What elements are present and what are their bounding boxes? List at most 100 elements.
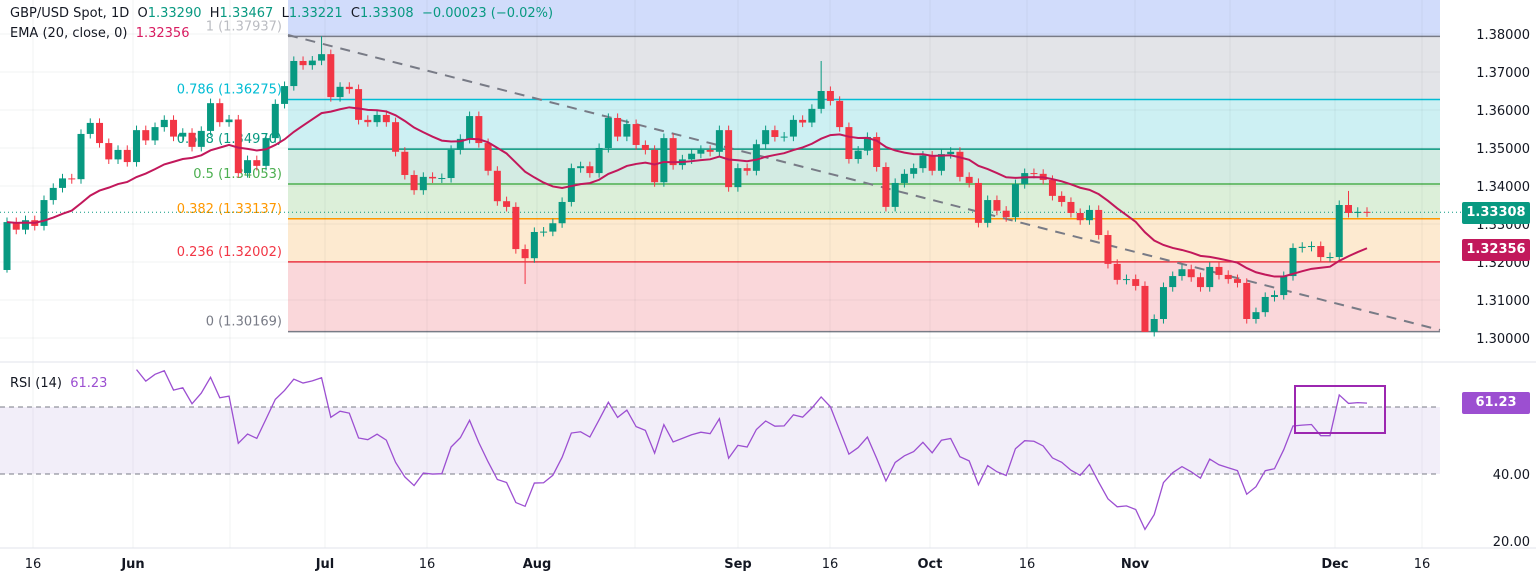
candle-body (836, 100, 844, 128)
candle (40, 195, 48, 231)
candle-body (1224, 274, 1232, 280)
candle-body (1104, 235, 1112, 264)
candle-body (688, 153, 696, 160)
candle (641, 140, 649, 155)
candle (910, 163, 918, 179)
candle (59, 173, 67, 193)
candle (734, 163, 742, 192)
trendline[interactable] (0, 34, 1462, 331)
candle-body (715, 130, 723, 152)
candle (77, 129, 85, 184)
candle-body (752, 144, 760, 171)
candle-body (484, 143, 492, 171)
candle-body (1196, 277, 1204, 288)
candle (1335, 200, 1343, 262)
candle-body (956, 151, 964, 177)
candle (752, 139, 760, 176)
candle (1132, 274, 1140, 291)
price-tick-label: 1.35000 (1476, 142, 1530, 157)
candle-body (466, 116, 474, 139)
candle-body (1233, 279, 1241, 283)
candle (1224, 270, 1232, 284)
rsi-line (136, 369, 1368, 531)
candle (512, 202, 520, 254)
candle (1002, 206, 1010, 222)
candle (586, 161, 594, 178)
candle-body (1141, 285, 1149, 332)
candle-body (503, 201, 511, 207)
candle-body (1085, 209, 1093, 221)
candle-body (743, 168, 751, 171)
candle (105, 138, 113, 164)
ema-label: EMA (20, close, 0) (10, 26, 128, 41)
candle (401, 147, 409, 180)
candle (632, 119, 640, 150)
candle-body (382, 114, 390, 123)
candle (262, 133, 270, 171)
fib-zone (288, 218, 1440, 262)
candle (1344, 190, 1352, 218)
candle-body (253, 160, 261, 166)
candle-body (780, 136, 788, 138)
rsi-legend[interactable]: RSI (14) 61.23 (10, 376, 107, 391)
candle (1326, 252, 1334, 262)
candle-body (789, 119, 797, 137)
candle-body (826, 91, 834, 101)
fib-level-label: 1 (1.37937) (206, 19, 282, 34)
time-tick-label: Dec (1321, 557, 1348, 572)
candle-body (188, 132, 196, 147)
candle (336, 82, 344, 102)
candle (1178, 264, 1186, 281)
candle (447, 145, 455, 183)
fibonacci-retracement[interactable]: 1 (1.37937)0.786 (1.36275)0.618 (1.34970… (177, 0, 1440, 333)
candle-body (910, 168, 918, 174)
time-tick-label: 16 (822, 557, 839, 572)
candle-body (151, 127, 159, 141)
time-tick-label: Aug (523, 557, 552, 572)
price-tick-label: 1.31000 (1476, 294, 1530, 309)
candle (179, 128, 187, 142)
time-tick-label: Sep (724, 557, 752, 572)
fib-level-label: 0 (1.30169) (206, 315, 282, 330)
fib-level-label: 0.5 (1.34053) (193, 167, 282, 182)
candle (808, 104, 816, 128)
candle (96, 118, 104, 148)
candle (1067, 197, 1075, 218)
candle (799, 115, 807, 128)
candle (697, 145, 705, 159)
symbol-label[interactable]: GBP/USD Spot, 1D (10, 6, 130, 21)
candle-body (558, 201, 566, 224)
ema-legend[interactable]: EMA (20, close, 0) 1.32356 (10, 26, 189, 41)
candle-body (207, 103, 215, 131)
candles (3, 36, 1371, 337)
candle (3, 217, 11, 273)
open-label: O (137, 6, 148, 21)
price-tick-label: 1.36000 (1476, 104, 1530, 119)
candle (1169, 271, 1177, 292)
candle (836, 96, 844, 132)
candle (1298, 242, 1306, 253)
candle-body (845, 127, 853, 160)
candle-body (1252, 312, 1260, 319)
rsi-value-tag: 61.23 (1462, 392, 1530, 414)
candle-body (1215, 266, 1223, 275)
candle (993, 195, 1001, 216)
candle (845, 122, 853, 164)
candle (188, 128, 196, 152)
candle (207, 98, 215, 136)
candle (1187, 264, 1195, 282)
candle-body (614, 117, 622, 137)
candle-body (540, 231, 548, 233)
candle-body (105, 143, 113, 160)
candle-body (197, 130, 205, 147)
candle (12, 217, 20, 235)
candle (1270, 290, 1278, 302)
candle (771, 125, 779, 142)
candle-body (355, 89, 363, 120)
candle-body (1178, 269, 1186, 277)
candle (873, 132, 881, 172)
candle-body (1298, 246, 1306, 248)
fib-zone (288, 36, 1440, 100)
candle (475, 111, 483, 148)
